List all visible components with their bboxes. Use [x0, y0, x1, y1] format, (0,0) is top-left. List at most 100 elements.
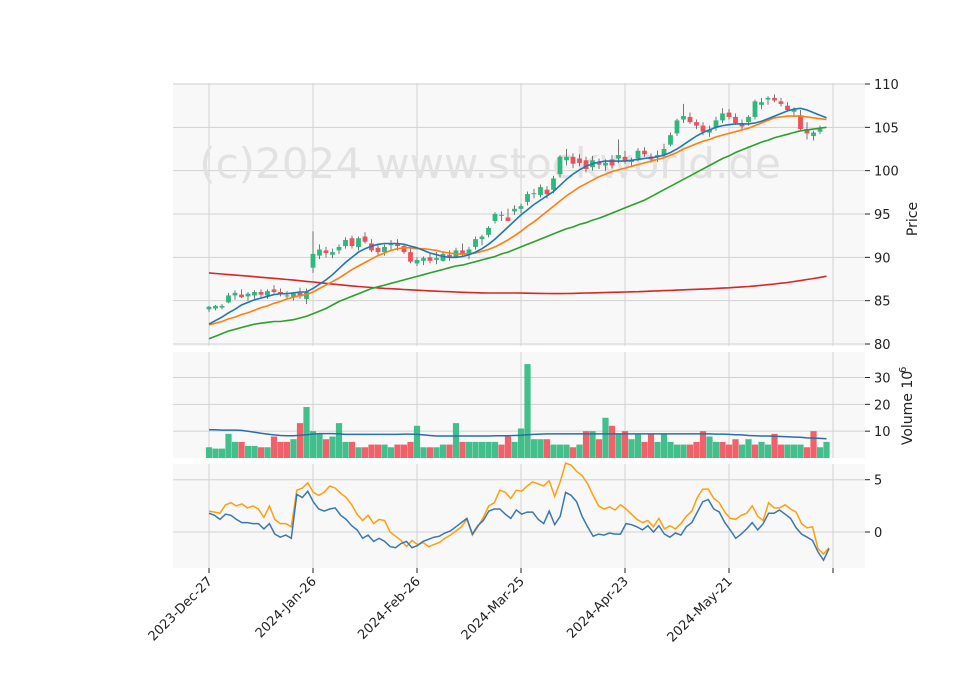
- candle-body: [804, 129, 810, 134]
- volume-bar: [621, 431, 629, 458]
- price-y-tick-label: 80: [874, 338, 891, 353]
- volume-bar: [647, 433, 655, 458]
- candle-body: [206, 306, 212, 310]
- candle-body: [323, 250, 329, 253]
- volume-bar: [712, 441, 720, 458]
- candle-body: [473, 239, 478, 247]
- candle-body: [668, 135, 673, 145]
- volume-bar: [530, 439, 538, 458]
- candle-body: [512, 208, 517, 212]
- volume-bar: [563, 444, 570, 458]
- volume-y-tick-label: 10: [874, 425, 891, 440]
- volume-bar: [303, 407, 310, 458]
- volume-bar: [537, 439, 544, 458]
- volume-bar: [699, 431, 707, 458]
- candle-body: [284, 295, 290, 297]
- candle-body: [414, 259, 420, 264]
- candle-body: [785, 105, 790, 110]
- candle-body: [382, 246, 387, 253]
- candle-body: [401, 246, 407, 253]
- volume-bar: [238, 441, 245, 458]
- volume-bar: [511, 441, 518, 458]
- x-tick-label: 2024-Jan-26: [253, 574, 320, 641]
- volume-y-tick-label: 20: [874, 398, 891, 413]
- volume-bar: [654, 441, 661, 458]
- candle-body: [330, 252, 335, 255]
- price-y-tick-label: 105: [874, 121, 899, 136]
- volume-bar: [426, 447, 434, 458]
- volume-bar: [634, 433, 642, 458]
- candle-body: [700, 125, 706, 132]
- ma-mid-line: [208, 115, 827, 326]
- volume-bar: [485, 441, 492, 458]
- volume-bar: [823, 441, 830, 458]
- candle-body: [752, 101, 758, 117]
- x-tick-label: 2024-Mar-25: [459, 574, 528, 643]
- volume-bar: [732, 439, 739, 458]
- volume-bar: [335, 423, 343, 458]
- x-tick-label: 2023-Dec-27: [146, 574, 216, 644]
- candle-body: [518, 206, 524, 209]
- x-tick-label: 2024-Feb-26: [355, 574, 424, 643]
- x-tick-label: 2024-May-21: [665, 574, 736, 645]
- volume-axis-label-exponent: 6: [898, 367, 909, 373]
- volume-bar: [218, 448, 226, 458]
- volume-bar: [257, 447, 265, 458]
- volume-bar: [348, 441, 356, 458]
- candle-body: [616, 155, 621, 159]
- volume-bar: [413, 425, 421, 458]
- volume-bar: [628, 439, 635, 458]
- volume-bar: [309, 431, 317, 458]
- candle-body: [765, 97, 771, 100]
- candle-body: [739, 123, 745, 127]
- volume-bar: [342, 441, 349, 458]
- volume-bar: [355, 447, 362, 458]
- price-y-tick-label: 95: [874, 208, 891, 223]
- candle-body: [421, 258, 426, 261]
- volume-bar: [810, 431, 817, 458]
- candle-body: [310, 253, 316, 268]
- candle-body: [707, 129, 712, 133]
- volume-bar: [790, 444, 798, 458]
- candle-body: [726, 112, 732, 117]
- volume-bar: [439, 444, 447, 458]
- volume-bar: [784, 444, 791, 458]
- candle-body: [460, 250, 465, 255]
- volume-bar: [777, 444, 785, 458]
- candle-body: [596, 162, 602, 165]
- candle-body: [479, 236, 485, 240]
- volume-bar: [764, 444, 772, 458]
- x-tick-label: 2024-Apr-23: [564, 574, 631, 641]
- candle-body: [336, 246, 342, 251]
- volume-bar: [517, 428, 525, 458]
- volume-bar: [251, 445, 258, 458]
- volume-bar: [407, 441, 414, 458]
- candle-body: [343, 240, 348, 247]
- volume-bar: [277, 441, 284, 458]
- candle-body: [544, 189, 550, 195]
- volume-bar: [459, 441, 466, 458]
- candle-body: [778, 101, 784, 104]
- ma-slow-line: [208, 126, 827, 340]
- volume-bar: [524, 364, 531, 458]
- candle-body: [239, 294, 244, 298]
- volume-bar: [602, 417, 609, 458]
- volume-bar: [615, 433, 622, 458]
- volume-bar: [706, 436, 713, 458]
- candle-body: [297, 292, 303, 297]
- candle-body: [603, 162, 608, 166]
- candle-body: [720, 113, 725, 121]
- candle-body: [538, 187, 543, 195]
- volume-bar: [667, 441, 674, 458]
- volume-bar: [771, 433, 778, 458]
- candle-body: [408, 252, 413, 262]
- candle-body: [746, 116, 751, 123]
- candle-body: [466, 249, 472, 255]
- candle-body: [362, 236, 368, 242]
- candle-body: [733, 116, 738, 123]
- volume-bar: [582, 431, 590, 458]
- volume-bar: [543, 439, 551, 458]
- volume-bar: [686, 444, 694, 458]
- candle-body: [674, 120, 680, 134]
